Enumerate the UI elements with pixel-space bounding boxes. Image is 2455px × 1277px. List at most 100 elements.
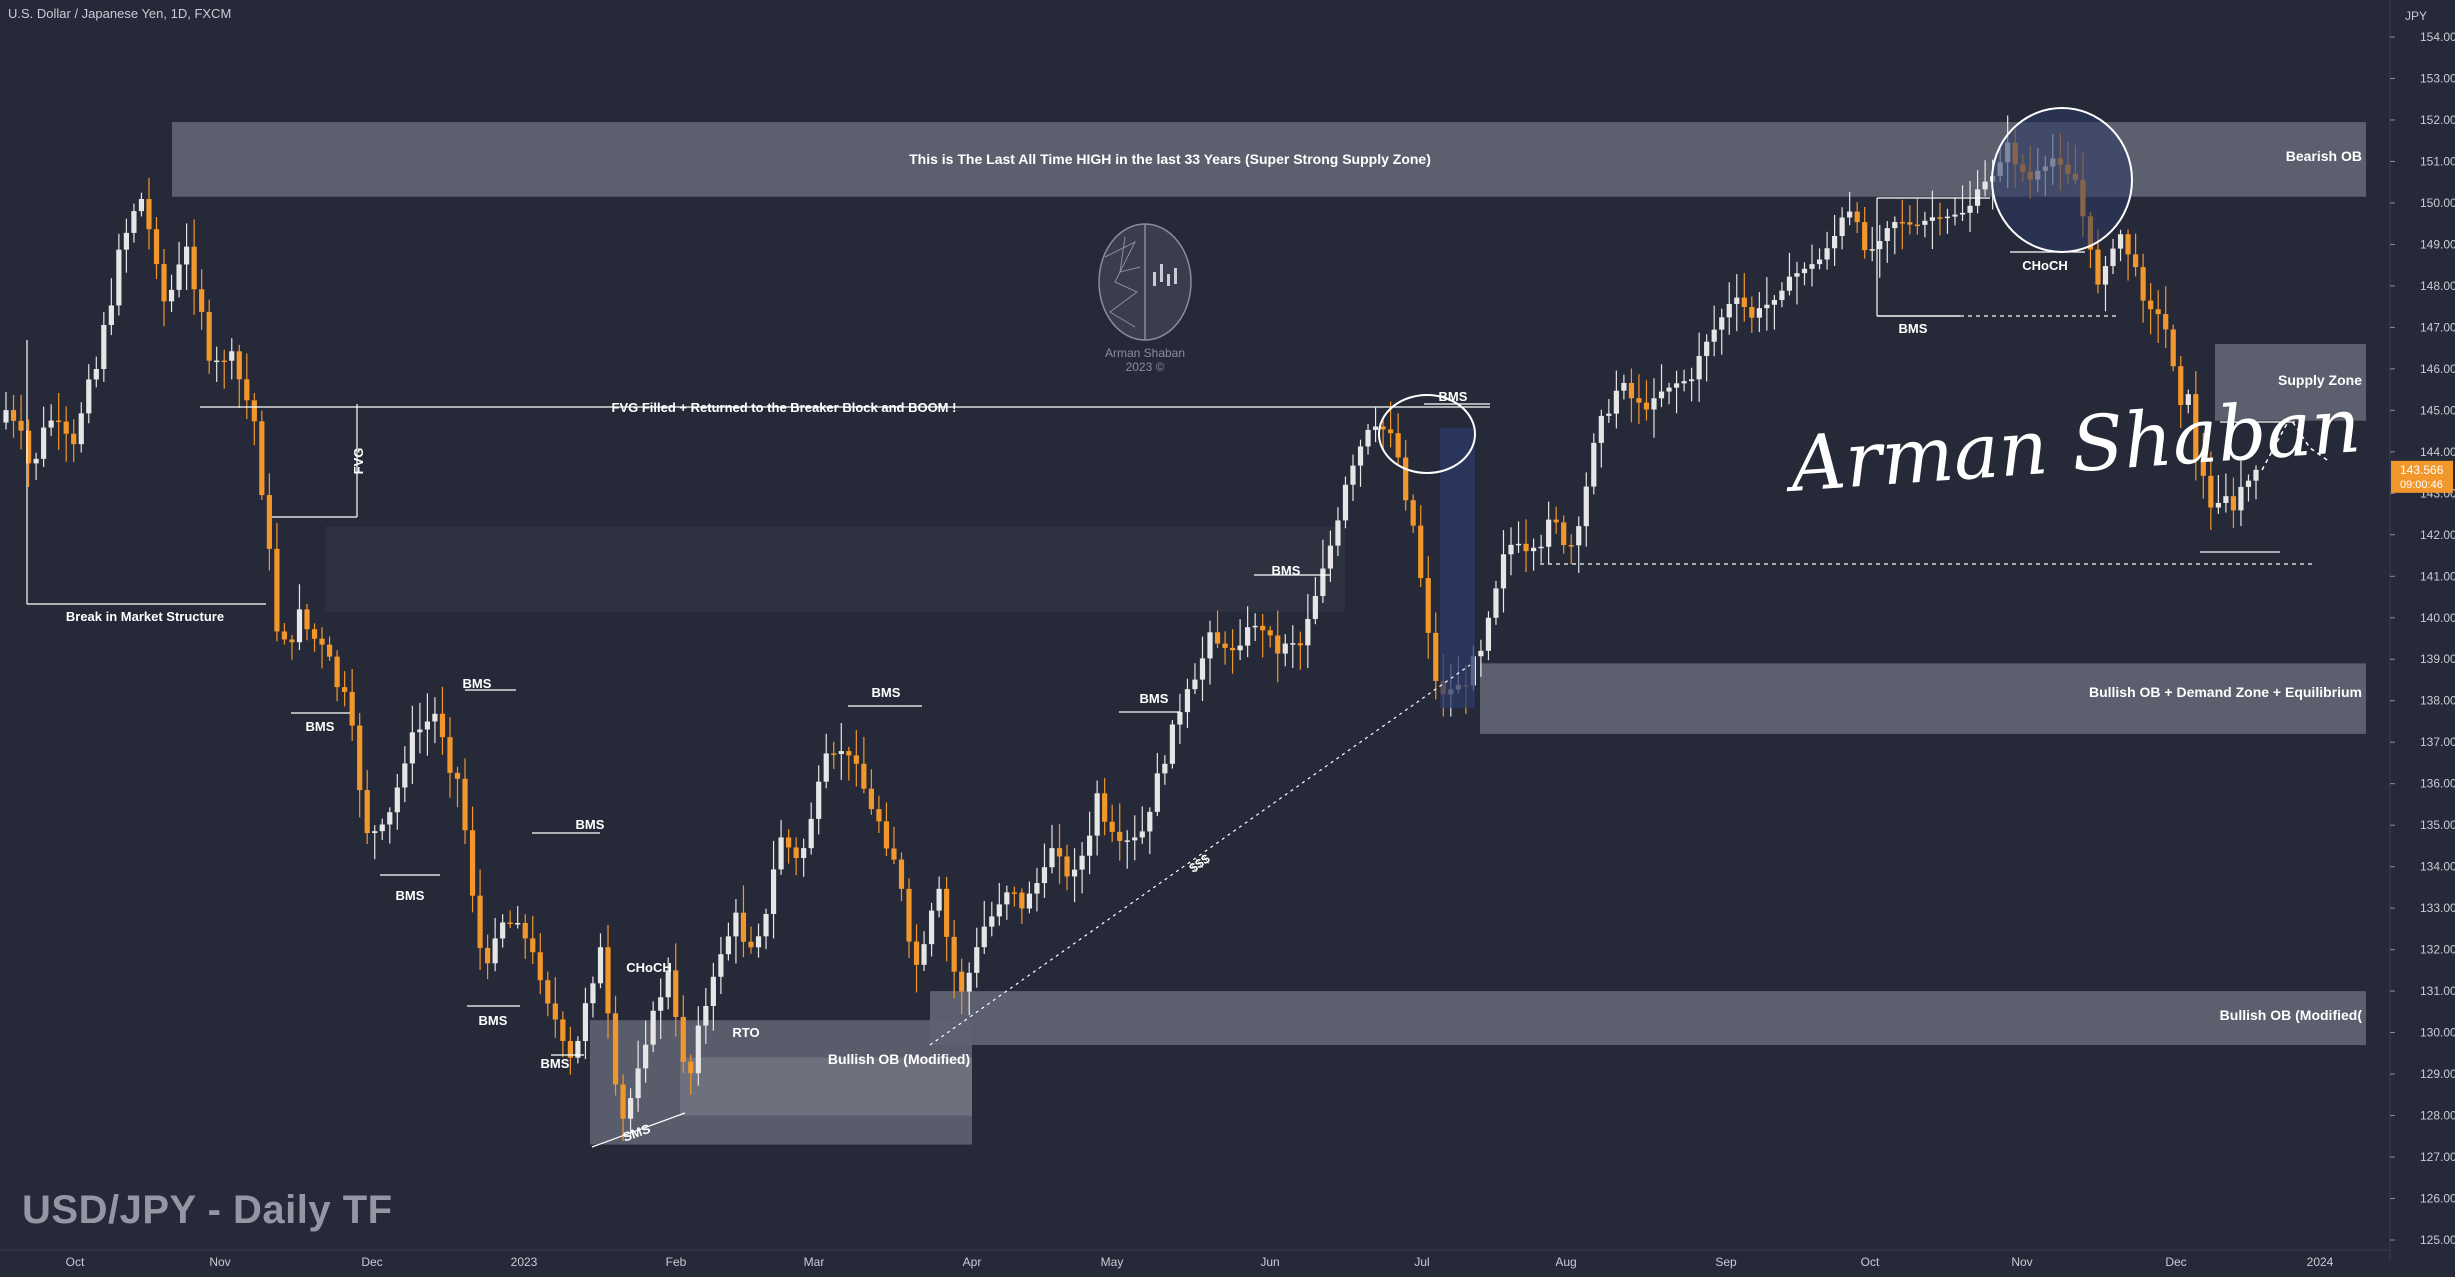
candle-body: [364, 790, 370, 834]
candle-body: [1764, 304, 1770, 309]
candle-body: [1967, 205, 1973, 213]
time-label: May: [1101, 1255, 1124, 1269]
candle-body: [1719, 317, 1725, 330]
candle-body: [2208, 475, 2214, 508]
candle-body: [492, 938, 498, 964]
candle-body: [2185, 394, 2191, 405]
candle-body: [1628, 382, 1635, 399]
candle-body: [1154, 773, 1160, 812]
candle-body: [500, 922, 506, 939]
candle-body: [1094, 793, 1100, 836]
candle-body: [1004, 892, 1010, 905]
candle-body: [1869, 249, 1875, 251]
candle-body: [816, 781, 822, 819]
annotation-label: BMS: [306, 719, 335, 734]
candle-body: [1493, 588, 1499, 618]
candle-body: [48, 420, 54, 428]
candle-body: [41, 427, 47, 459]
price-tick-label: 153.000: [2420, 71, 2455, 85]
candle-body: [1937, 217, 1943, 219]
candle-body: [229, 351, 235, 361]
candle-body: [673, 970, 679, 1017]
candle-body: [2117, 234, 2124, 249]
candle-body: [853, 755, 859, 764]
candle-body: [1478, 650, 1484, 657]
candle-body: [1508, 544, 1514, 555]
candle-body: [2102, 266, 2109, 285]
countdown-label: 09:00:46: [2400, 479, 2443, 491]
candle-body: [2238, 486, 2244, 511]
candle-body: [778, 837, 784, 870]
candle-body: [1621, 382, 1627, 391]
candle-body: [2148, 300, 2154, 310]
candle-body: [823, 753, 829, 782]
candle-body: [2140, 267, 2146, 301]
candle-body: [1290, 643, 1296, 645]
candle-body: [1177, 712, 1183, 725]
candle-body: [643, 1044, 649, 1069]
candle-body: [1711, 329, 1717, 342]
candle-body: [1914, 224, 1920, 227]
candle-body: [439, 713, 446, 738]
candle-body: [387, 812, 393, 825]
candle-body: [1395, 433, 1401, 458]
candle-body: [1252, 625, 1258, 628]
candle-body: [101, 324, 107, 370]
candle-body: [959, 971, 965, 992]
price-tick-label: 142.000: [2420, 528, 2455, 542]
candle-body: [703, 1005, 709, 1026]
time-label: Mar: [804, 1255, 825, 1269]
candle-body: [575, 1041, 581, 1058]
candle-body: [1485, 617, 1492, 651]
candle-body: [590, 983, 596, 1004]
last-price-label: 143.566: [2400, 463, 2444, 477]
candle-body: [469, 830, 476, 896]
candle-body: [507, 922, 513, 924]
candle-body: [1666, 387, 1672, 392]
candle-body: [86, 379, 92, 414]
candle-body: [1568, 545, 1574, 547]
candle-body: [1297, 643, 1303, 646]
candle-body: [454, 772, 461, 779]
annotation-label: BMS: [1899, 321, 1928, 336]
last-price-badge: [2391, 460, 2453, 493]
candle-body: [891, 848, 897, 860]
candle-body: [1696, 355, 1702, 380]
top-circle: [1991, 107, 2133, 253]
candle-body: [1779, 290, 1785, 301]
price-tick-label: 138.000: [2420, 694, 2455, 708]
candle-body: [1681, 381, 1687, 384]
candle-body: [1561, 522, 1567, 546]
candle-body: [1591, 442, 1597, 487]
candle-body: [966, 972, 972, 992]
candle-body: [1500, 554, 1507, 589]
candle-body: [2230, 496, 2237, 511]
candle-body: [1214, 632, 1221, 644]
candle-body: [763, 914, 769, 937]
candle-body: [740, 912, 747, 942]
candle-body: [1388, 429, 1394, 434]
price-tick-label: 135.000: [2420, 818, 2455, 832]
candle-body: [831, 753, 837, 755]
candle-body: [545, 980, 551, 1004]
price-tick-label: 147.000: [2420, 320, 2455, 334]
candle-body: [176, 264, 182, 290]
price-tick-label: 149.000: [2420, 237, 2455, 251]
candle-body: [2215, 502, 2221, 508]
candle-body: [131, 211, 137, 233]
candle-body: [244, 379, 250, 401]
candle-body: [191, 246, 197, 290]
candle-body: [1613, 390, 1619, 414]
candle-body: [1124, 840, 1130, 842]
annotation-label: BMS: [463, 676, 492, 691]
candle-body: [251, 400, 257, 422]
candle-body: [63, 421, 69, 434]
time-label: Apr: [963, 1255, 982, 1269]
price-tick-label: 145.000: [2420, 403, 2455, 417]
candle-body: [1034, 883, 1040, 894]
candle-body: [432, 713, 438, 722]
annotation-label: Break in Market Structure: [66, 609, 224, 624]
price-tick-label: 146.000: [2420, 362, 2455, 376]
candle-body: [1275, 635, 1281, 654]
candle-body: [1425, 578, 1431, 633]
